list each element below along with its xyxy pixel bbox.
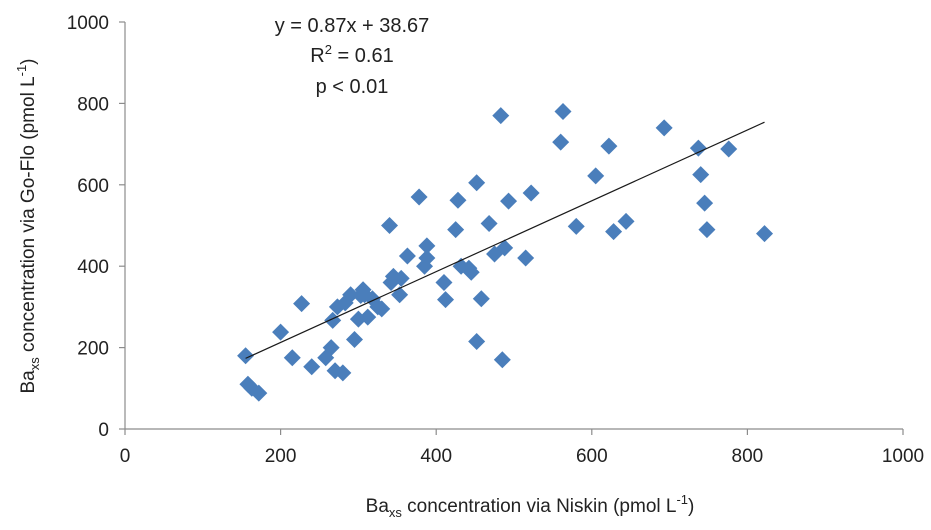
data-point	[418, 249, 436, 267]
data-point	[359, 308, 377, 326]
p-value-label: p < 0.01	[316, 76, 389, 98]
data-point	[496, 239, 514, 257]
regression-annotation: y = 0.87x + 38.67 R2 = 0.61 p < 0.01	[275, 15, 430, 98]
y-tick-label: 800	[77, 94, 109, 115]
data-point	[237, 347, 255, 365]
data-point	[322, 339, 340, 357]
data-point	[517, 249, 535, 267]
r-squared-label: R2 = 0.61	[310, 42, 393, 67]
data-point	[381, 217, 399, 234]
data-point	[435, 273, 453, 291]
data-point	[398, 247, 416, 265]
data-point	[605, 223, 623, 241]
x-tick-label: 800	[732, 446, 764, 467]
data-point	[552, 133, 570, 151]
data-point	[554, 103, 572, 121]
data-point	[468, 174, 486, 192]
data-point	[698, 221, 716, 239]
data-point	[493, 351, 511, 369]
data-point	[437, 291, 455, 309]
data-point	[293, 295, 311, 313]
data-point	[272, 323, 290, 341]
data-point	[522, 184, 540, 202]
x-tick-label: 1000	[882, 446, 924, 467]
x-axis-title: Baxs concentration via Niskin (pmol L-1)	[366, 492, 695, 520]
tick-marks	[119, 21, 904, 435]
data-point	[696, 194, 714, 212]
axes	[124, 22, 903, 430]
x-tick-label: 400	[420, 446, 452, 467]
trendline	[245, 121, 765, 359]
data-point	[418, 237, 436, 255]
data-points	[237, 103, 774, 402]
x-tick-label: 200	[265, 446, 297, 467]
data-point	[720, 140, 738, 158]
x-tick-label: 600	[576, 446, 608, 467]
data-point	[587, 167, 605, 185]
data-point	[468, 332, 486, 350]
y-tick-label: 200	[77, 339, 109, 360]
data-point	[692, 166, 710, 184]
data-point	[324, 311, 342, 329]
data-point	[346, 330, 364, 348]
data-point	[250, 384, 268, 402]
data-point	[373, 300, 391, 318]
data-point	[410, 188, 428, 206]
data-point	[492, 107, 510, 125]
x-tick-label: 0	[120, 446, 131, 467]
data-point	[462, 263, 480, 281]
data-point	[449, 191, 467, 209]
y-tick-label: 400	[77, 257, 109, 278]
data-point	[447, 221, 465, 239]
data-point	[567, 217, 585, 235]
equation-label: y = 0.87x + 38.67	[275, 15, 430, 37]
data-point	[342, 286, 360, 304]
y-axis-title: Baxs concentration via Go-Flo (pmol L-1)	[14, 58, 42, 393]
tick-labels: 0 200 400 600 800 1000 0 200 400 600 800 1000	[67, 13, 924, 467]
y-tick-label: 1000	[67, 13, 109, 34]
data-point	[392, 269, 410, 287]
data-point	[334, 364, 352, 382]
data-point	[472, 290, 490, 308]
data-point	[303, 358, 321, 376]
data-point	[689, 139, 707, 157]
data-point	[480, 214, 498, 232]
data-point	[283, 349, 301, 367]
data-point	[500, 192, 518, 210]
data-point	[756, 225, 774, 243]
y-tick-label: 600	[77, 176, 109, 197]
data-point	[617, 212, 635, 230]
data-point	[655, 119, 673, 137]
data-point	[600, 137, 618, 155]
y-tick-label: 0	[98, 420, 109, 441]
